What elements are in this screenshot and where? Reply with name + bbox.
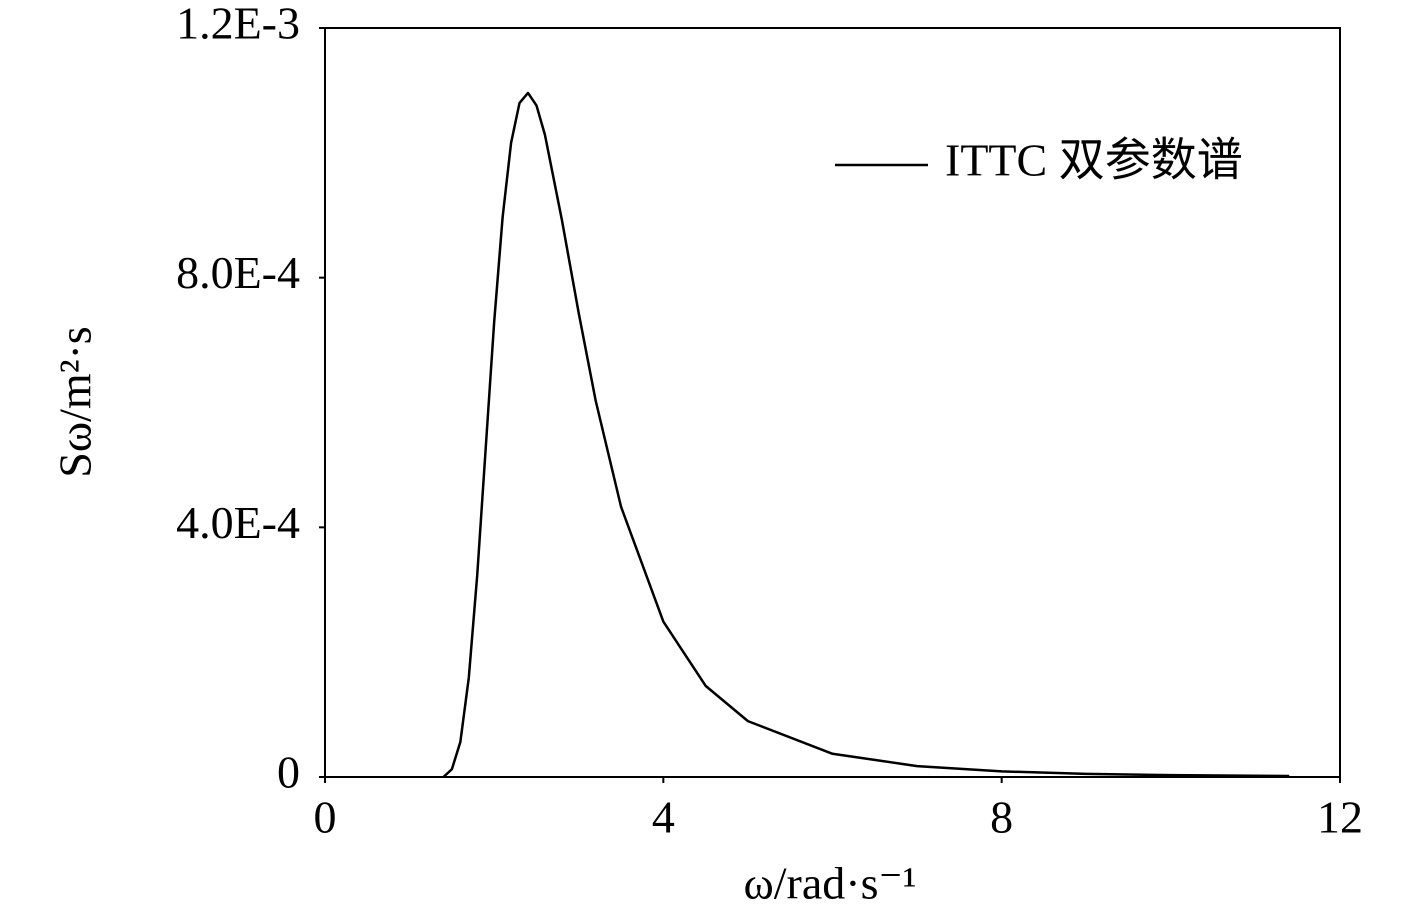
legend-label: ITTC 双参数谱: [945, 135, 1243, 186]
y-tick-label: 4.0E-4: [176, 497, 300, 548]
x-tick-label: 0: [314, 792, 337, 843]
plot-frame: [324, 27, 1341, 778]
x-tick-label: 4: [652, 792, 675, 843]
x-axis-label: ω/rad·s⁻¹: [743, 858, 916, 909]
x-tick-label: 8: [990, 792, 1013, 843]
y-axis-label: Sω/m²·s: [50, 326, 101, 477]
y-tick-label: 0: [277, 747, 300, 798]
y-tick-label: 8.0E-4: [176, 247, 300, 298]
y-tick-label: 1.2E-3: [176, 0, 300, 49]
series-line: [442, 91, 1290, 778]
x-tick-label: 12: [1317, 792, 1363, 843]
